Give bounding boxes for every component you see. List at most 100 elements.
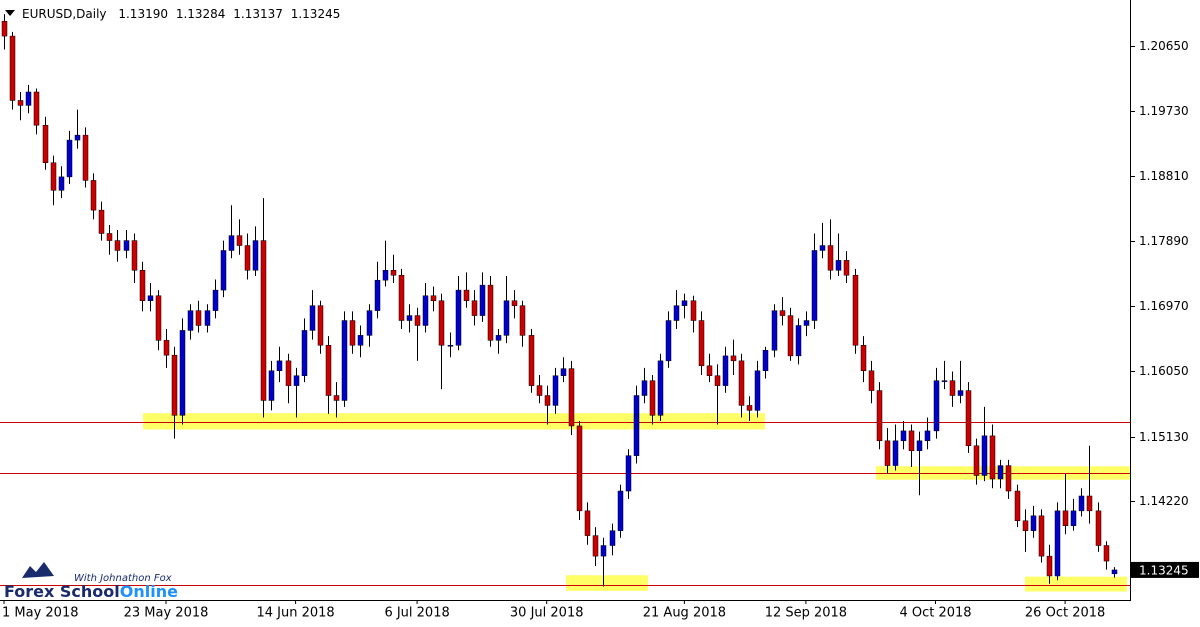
body: [706, 365, 713, 376]
body: [544, 395, 551, 406]
axes: 1.20650 1.19730 1.18810 1.17890 1.16970 1.160…: [2, 39, 1199, 621]
body: [625, 455, 632, 492]
x-tick-label: 23 May 2018: [124, 606, 209, 621]
body: [179, 330, 186, 416]
body: [1070, 510, 1077, 526]
body: [973, 445, 980, 476]
body: [293, 375, 300, 386]
body: [9, 35, 16, 101]
body: [333, 395, 340, 401]
body: [50, 162, 57, 191]
low-label: 1.13137: [233, 7, 283, 21]
price-tag-label: 1.13245: [1139, 563, 1189, 577]
body: [698, 320, 705, 367]
body: [641, 380, 648, 396]
body: [406, 315, 413, 321]
body: [746, 405, 753, 411]
body: [447, 345, 454, 347]
body: [212, 289, 219, 311]
watermark: With Johnathon Fox Forex SchoolOnline: [4, 562, 178, 601]
body: [673, 305, 680, 321]
body: [1103, 545, 1110, 562]
body: [195, 310, 202, 326]
body: [82, 134, 89, 181]
body: [17, 100, 24, 106]
body: [600, 545, 607, 557]
body: [463, 289, 470, 301]
y-tick-label: 1.15130: [1139, 430, 1189, 444]
body: [66, 139, 73, 178]
body: [25, 91, 32, 106]
body: [139, 270, 146, 301]
logo-mountain: [22, 562, 54, 578]
body: [779, 310, 786, 316]
body: [868, 370, 875, 391]
body: [285, 360, 292, 386]
body: [1022, 520, 1029, 531]
body: [771, 310, 778, 351]
body: [584, 510, 591, 536]
body: [131, 240, 138, 271]
body: [33, 91, 40, 126]
x-tick-label: 21 Aug 2018: [643, 606, 726, 621]
body: [528, 335, 535, 386]
body: [592, 535, 599, 557]
y-tick-label: 1.17890: [1139, 234, 1189, 248]
body: [58, 176, 65, 191]
body: [301, 330, 308, 376]
body: [519, 305, 526, 336]
body: [609, 530, 616, 546]
body: [252, 240, 259, 271]
body: [366, 310, 373, 336]
zone: [1025, 576, 1127, 592]
x-tick-label: 6 Jul 2018: [384, 606, 449, 621]
body: [568, 368, 575, 427]
body: [876, 390, 883, 442]
body: [260, 240, 267, 401]
body: [665, 320, 672, 362]
x-tick-label: 1 May 2018: [2, 606, 79, 621]
brand: Forex SchoolOnline: [4, 582, 178, 601]
body: [398, 274, 405, 321]
body: [155, 295, 162, 341]
body: [495, 335, 502, 341]
body: [989, 435, 996, 480]
body: [997, 465, 1004, 480]
body: [228, 235, 235, 251]
zone: [143, 413, 765, 430]
body: [884, 440, 891, 466]
brand-main: Forex School: [4, 582, 120, 601]
body: [681, 300, 688, 306]
body: [560, 368, 567, 376]
body: [1038, 515, 1045, 557]
body: [349, 320, 356, 346]
body: [965, 390, 972, 447]
body: [511, 300, 518, 306]
open-label: 1.13190: [118, 7, 168, 21]
chart-header: EURUSD,Daily 1.13190 1.13284 1.13137 1.1…: [22, 7, 340, 21]
x-tick-label: 14 Jun 2018: [256, 606, 334, 621]
body: [479, 284, 486, 316]
x-tick-label: 4 Oct 2018: [899, 606, 971, 621]
body: [163, 340, 170, 356]
body: [382, 270, 389, 281]
body: [98, 209, 105, 234]
body: [438, 300, 445, 346]
body: [114, 240, 121, 251]
body: [187, 310, 194, 331]
body: [236, 235, 243, 246]
body: [916, 440, 923, 451]
body: [754, 370, 761, 411]
body: [244, 245, 251, 271]
body: [147, 295, 154, 301]
symbol: EURUSD,Daily: [22, 7, 107, 21]
body: [730, 355, 737, 362]
body: [325, 345, 332, 396]
body: [762, 349, 769, 372]
body: [803, 320, 810, 326]
body: [390, 270, 397, 276]
body: [90, 180, 97, 211]
body: [123, 240, 130, 251]
body: [1046, 555, 1053, 577]
